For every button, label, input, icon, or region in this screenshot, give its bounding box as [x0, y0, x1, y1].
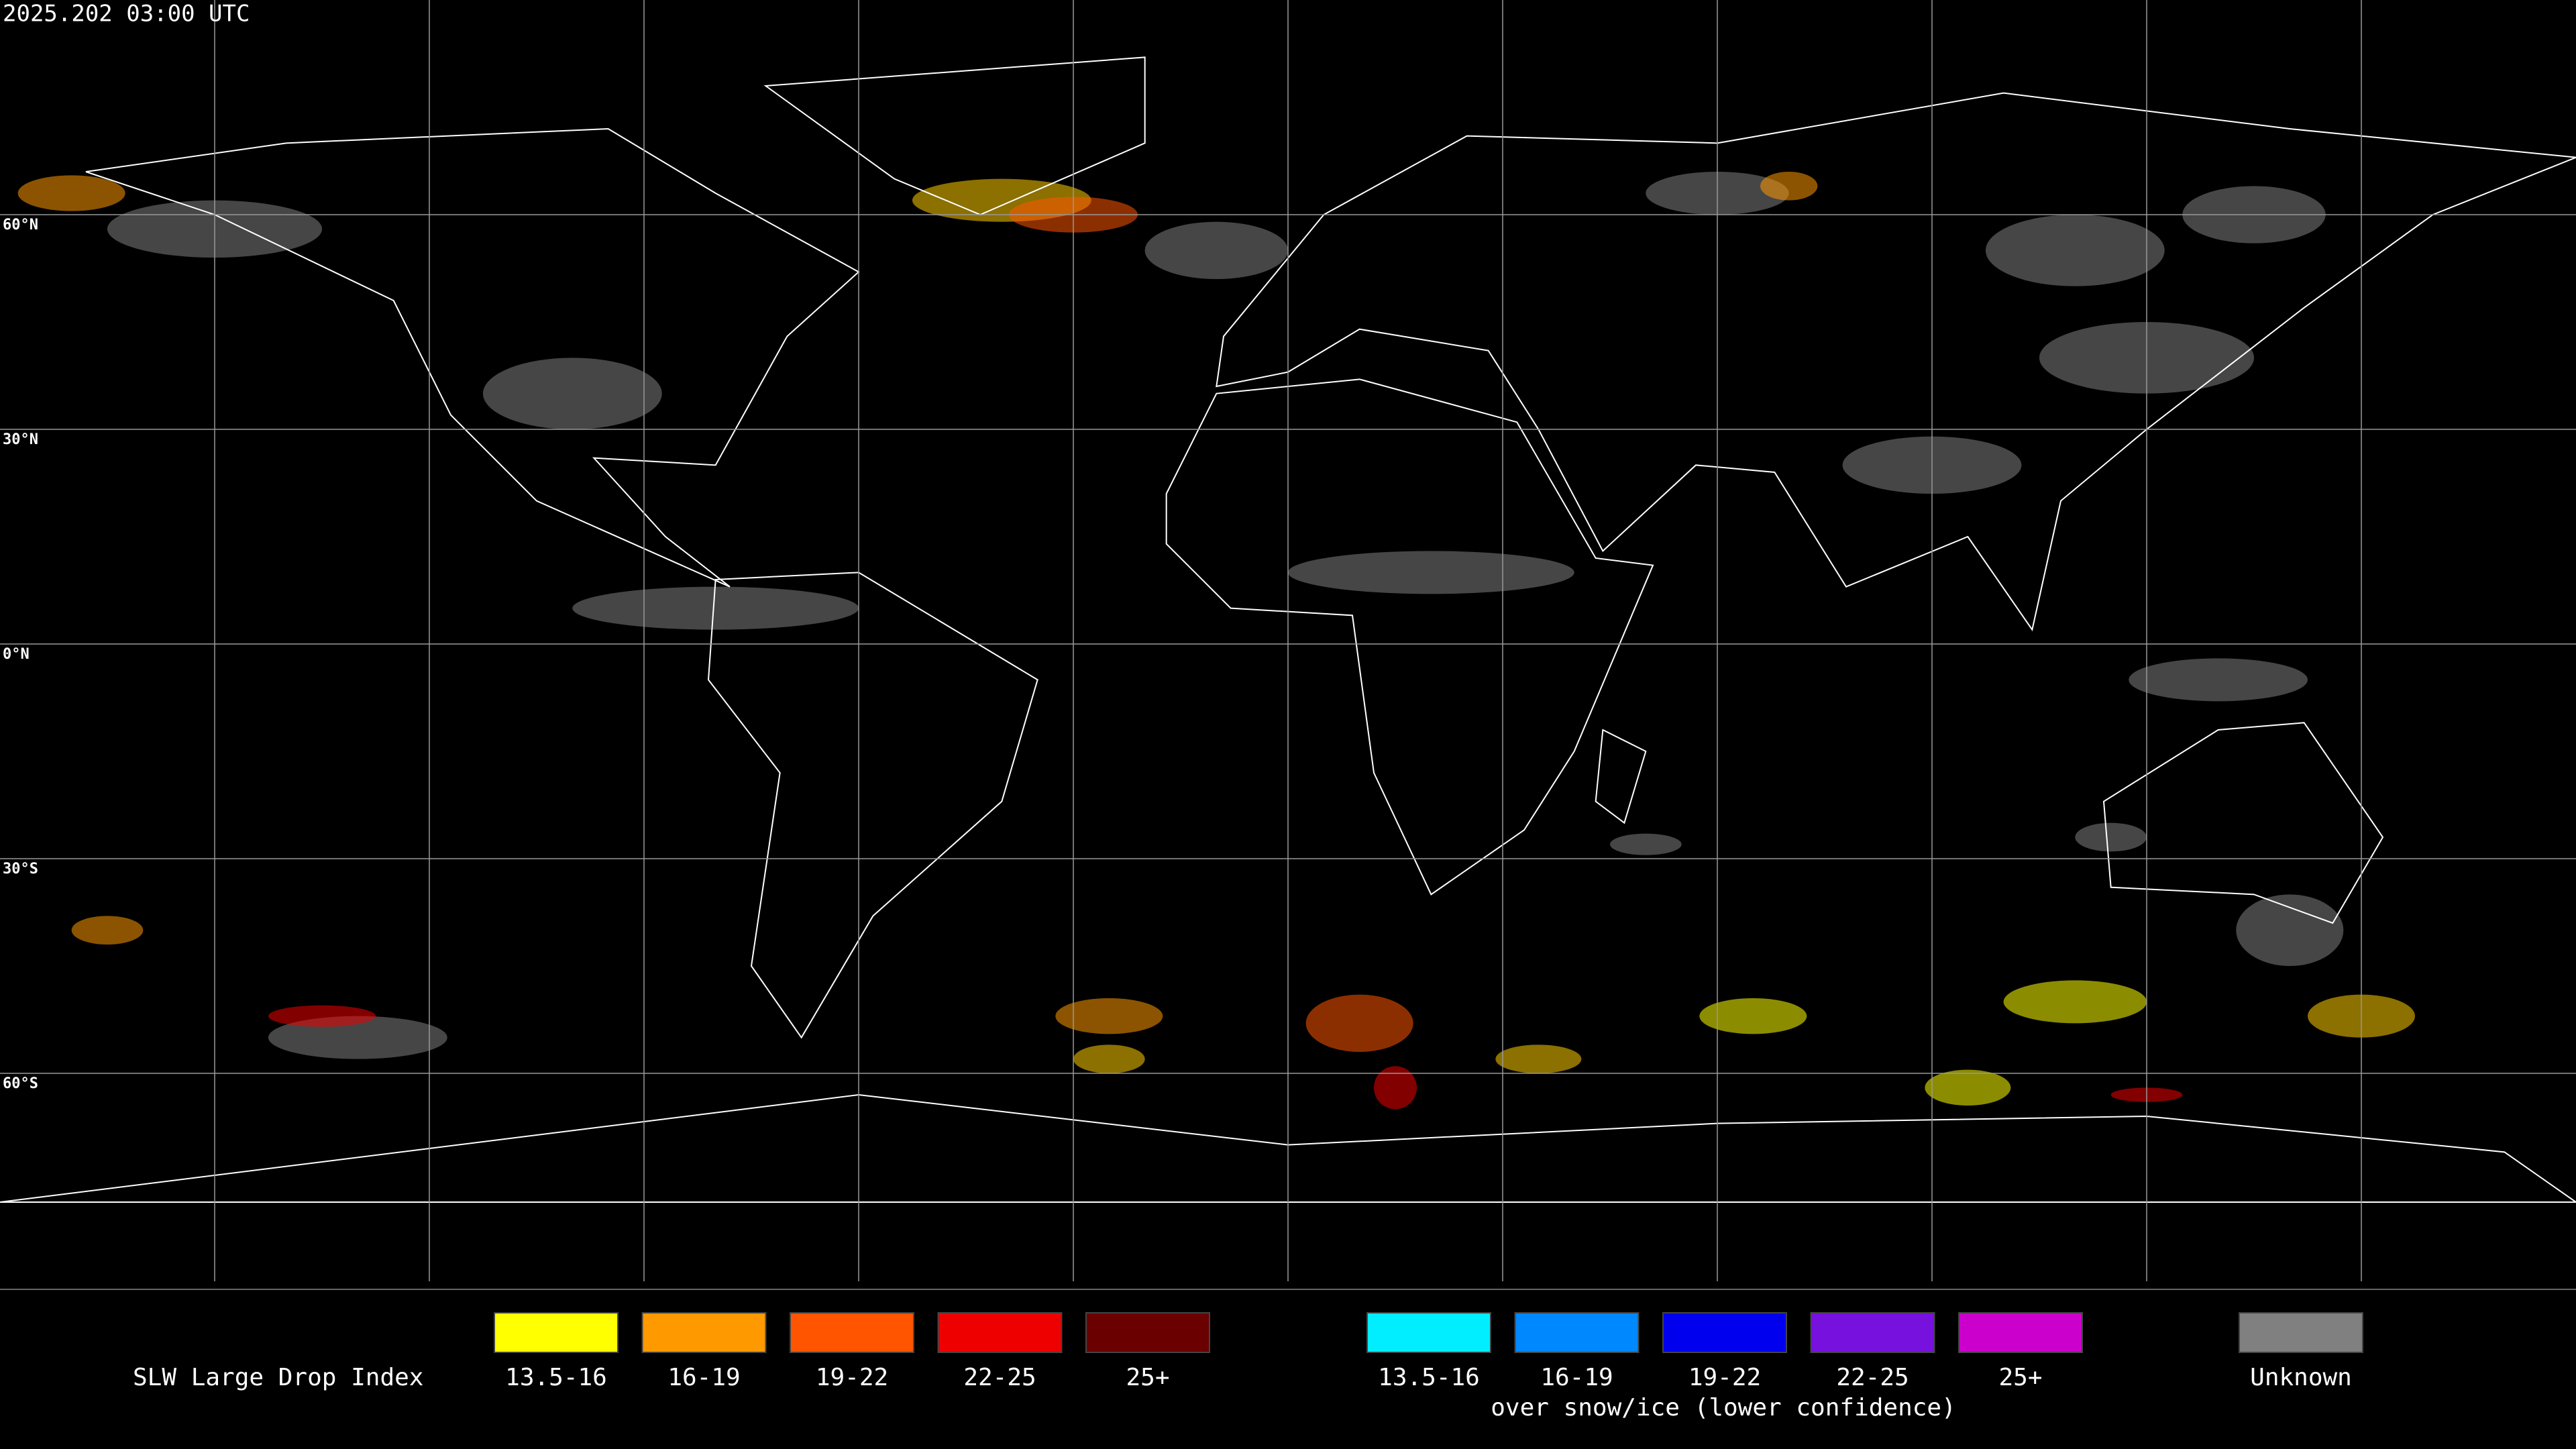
legend-item-label: 25+: [1126, 1364, 1169, 1391]
legend-swatch: [1958, 1312, 2083, 1353]
cloud-patch: [2129, 658, 2308, 702]
legend-swatch: [641, 1312, 767, 1353]
cloud-patch: [1985, 214, 2165, 286]
cloud-patch: [268, 1016, 447, 1059]
cloud-patch: [1287, 551, 1574, 594]
legend-item-label: 16-19: [1540, 1364, 1613, 1391]
cloud-patch: [1305, 994, 1413, 1053]
graticule: 60°N 30°N 0°N 30°S 60°S: [0, 0, 2576, 1281]
cloud-patch: [71, 916, 144, 945]
timestamp: 2025.202 03:00 UTC: [3, 1, 250, 28]
cloud-patch: [1609, 833, 1682, 855]
legend-item-label: 19-22: [816, 1364, 888, 1391]
cloud-patch: [2075, 822, 2147, 852]
coastline: [1216, 92, 2576, 632]
cloud-patch: [572, 586, 859, 630]
cloud-patch: [2003, 980, 2147, 1024]
cloud-patch: [268, 1005, 376, 1027]
cloud-layer: [17, 171, 2416, 1110]
cloud-patch: [1144, 221, 1289, 280]
latitude-label: 60°N: [3, 217, 38, 233]
legend-swatch: [790, 1312, 914, 1353]
cloud-patch: [1073, 1044, 1145, 1074]
legend-item-label: 22-25: [1836, 1364, 1909, 1391]
legend-swatch: [1085, 1312, 1210, 1353]
coastline: [1595, 729, 1647, 824]
cloud-patch: [1760, 171, 1818, 201]
cloud-patch: [1699, 998, 1807, 1034]
snow-note: over snow/ice (lower confidence): [1491, 1394, 1956, 1421]
legend-swatch: [1810, 1312, 1935, 1353]
legend-item-label: 25+: [1998, 1364, 2042, 1391]
latitude-label: 30°N: [3, 431, 38, 448]
legend-item-label: 13.5-16: [505, 1364, 607, 1391]
latitude-label: 30°S: [3, 861, 38, 877]
coastline: [707, 572, 1038, 1039]
legend-item-label: 22-25: [963, 1364, 1036, 1391]
cloud-patch: [482, 358, 662, 430]
legend-label: SLW Large Drop Index: [133, 1364, 423, 1391]
coastline: [1165, 378, 1654, 896]
cloud-patch: [1055, 998, 1163, 1034]
cloud-patch: [1495, 1044, 1582, 1074]
legend-swatch: [2239, 1312, 2363, 1353]
legend-item-label: 13.5-16: [1378, 1364, 1480, 1391]
legend-swatch: [1366, 1312, 1491, 1353]
legend-swatch: [1662, 1312, 1787, 1353]
legend-swatch: [1514, 1312, 1640, 1353]
cloud-patch: [17, 175, 125, 211]
legend-item-label: Unknown: [2250, 1364, 2352, 1391]
cloud-patch: [2236, 894, 2344, 967]
legend-swatch: [937, 1312, 1063, 1353]
latitude-label: 0°N: [3, 646, 30, 663]
latitude-label: 60°S: [3, 1075, 38, 1092]
legend-swatch: [494, 1312, 619, 1353]
legend: 13.5-16 16-19 19-22 22-25 25+ 13.5-16 16-19 19-…: [494, 1312, 2363, 1391]
legend-item-label: 19-22: [1688, 1364, 1761, 1391]
coastline: [2102, 722, 2384, 924]
coastline: [763, 56, 1146, 216]
legend-item-label: 16-19: [667, 1364, 740, 1391]
cloud-patch: [1925, 1069, 2011, 1106]
cloud-patch: [1373, 1066, 1417, 1110]
